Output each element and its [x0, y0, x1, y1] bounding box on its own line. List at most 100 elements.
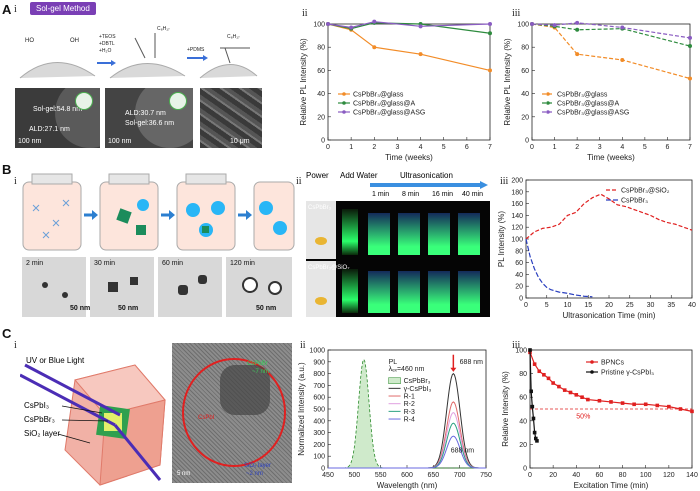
- x-tick-label: 3: [598, 144, 602, 151]
- chem-c8-a: C₈H₁₇: [157, 26, 170, 32]
- x-tick-label: 0: [524, 302, 528, 309]
- legend-marker: [546, 110, 550, 114]
- c-ii-spectrum-5: [328, 435, 487, 469]
- x-tick-label: 7: [488, 144, 492, 151]
- y-tick-label: 800: [313, 371, 325, 378]
- y-tick-label: 0: [519, 296, 523, 303]
- c-iii-bpncs-point: [562, 388, 567, 392]
- tem-image-a1: Sol-gel:54.8 nm ALD:27.1 nm 100 nm: [15, 88, 100, 148]
- c-iii-bpncs-point: [597, 398, 602, 403]
- b-iii-bare-line: [525, 238, 593, 298]
- panel-label-b: B: [2, 162, 12, 177]
- c-iii-bpncs-point: [690, 409, 694, 414]
- tem-b1-scale: 50 nm: [70, 305, 91, 312]
- hrtem-label-4: SiO₂ layer: [244, 463, 272, 469]
- x-tick-label: 40: [688, 302, 696, 309]
- y-tick-label: 0: [321, 466, 325, 473]
- x-tick-label: 700: [454, 472, 466, 479]
- c-iii-pristine-point: [529, 389, 533, 394]
- a-iii-series-0-point: [620, 57, 625, 62]
- x-tick-label: 0: [326, 144, 330, 151]
- c-iii-bpncs-point: [546, 376, 551, 381]
- sub-label-a-i: i: [14, 4, 17, 15]
- jar-schematic: [22, 173, 295, 251]
- c-ii-arrowhead-icon: [450, 367, 457, 372]
- photo-time-row: 1 min 8 min 16 min 40 min: [368, 191, 488, 200]
- tem-a1-line2: ALD:27.1 nm: [29, 126, 70, 133]
- x-tick-label: 10: [564, 302, 572, 309]
- tem-b1: 2 min: [22, 257, 86, 317]
- x-tick-label: 100: [640, 472, 652, 479]
- hrtem-label-1: CsPbBr: [247, 361, 268, 367]
- b-iii-sio2-line: [525, 193, 693, 240]
- a-ii-series-2-point: [349, 25, 354, 30]
- c-iii-bpncs-point: [667, 404, 671, 409]
- y-axis-label: Relative PL Intensity (%): [503, 38, 512, 126]
- y-tick-label: 160: [511, 201, 523, 208]
- y-tick-label: 900: [313, 359, 325, 366]
- legend-marker: [590, 360, 594, 364]
- a-iii-series-2-point: [620, 25, 625, 30]
- legend-label: R-3: [404, 409, 415, 416]
- a-iii-series-2-point: [688, 35, 692, 40]
- x-tick-label: 1: [553, 144, 557, 151]
- x-tick-label: 35: [667, 302, 675, 309]
- y-tick-label: 60: [515, 260, 523, 267]
- chem-c8-b: C₈H₁₇: [227, 34, 240, 40]
- x-tick-label: 5: [643, 144, 647, 151]
- inset-circle-icon: [75, 92, 93, 110]
- y-tick-label: 200: [313, 442, 325, 449]
- c-iii-bpncs-point: [537, 369, 542, 374]
- x-tick-label: 750: [480, 472, 492, 479]
- a-iii-series-2-point: [552, 23, 557, 28]
- x-tick-label: 140: [686, 472, 698, 479]
- legend-label: CsPbBr₃@SiO₂: [621, 188, 670, 195]
- tem-b4-time: 120 min: [230, 260, 255, 267]
- tem-b4: 120 min 50 nm: [226, 257, 292, 317]
- c-iii-bpncs-point: [678, 407, 683, 411]
- x-axis-label: Time (weeks): [587, 153, 635, 162]
- x-tick-label: 15: [584, 302, 592, 309]
- y-axis-label: Normalized Intensity (a.u.): [297, 362, 306, 456]
- c-iii-bpncs-point: [655, 403, 660, 408]
- y-tick-label: 100: [313, 22, 325, 29]
- a-iii-series-2-point: [575, 20, 580, 25]
- x-tick-label: 550: [375, 472, 387, 479]
- plot-frame: [525, 179, 693, 299]
- legend-swatch: [388, 377, 401, 384]
- method-badge: Sol-gel Method: [30, 2, 96, 15]
- jar-2: [99, 173, 159, 251]
- y-tick-label: 40: [515, 272, 523, 279]
- x-tick-label: 120: [663, 472, 675, 479]
- legend-label: R-1: [404, 394, 415, 401]
- legend-label: CsPbBr₃@glass@ASG: [557, 110, 629, 117]
- chart-a-ii: 0 1 2 3 4 5 6 7 0 20 40 60 80 100 Time (weeks) Relative…: [299, 19, 492, 162]
- x-axis-label: Wavelength (nm): [377, 481, 438, 490]
- reagent-dbtl: +DBTL: [99, 41, 115, 47]
- photo-header-ultra: Ultrasonication: [400, 171, 453, 180]
- a-iii-series-0-point: [575, 52, 580, 57]
- sem-image-a3: 10 μm: [200, 88, 262, 148]
- y-tick-label: 1000: [309, 348, 325, 355]
- sub-label-c-iii: iii: [512, 340, 521, 351]
- schematic-cspbi3-label: CsPbI₃: [24, 401, 50, 410]
- y-tick-label: 0: [523, 466, 527, 473]
- tem-a2-scale: 100 nm: [108, 138, 132, 145]
- legend-label: CsPbBr₃@glass@A: [353, 101, 416, 108]
- a-ii-series-2-point: [488, 22, 492, 26]
- tem-b4-scale: 50 nm: [256, 305, 277, 312]
- y-tick-label: 80: [317, 45, 325, 52]
- reagent-teos: +TEOS: [99, 34, 116, 40]
- schematic-sio2-label: SiO₂ layer: [24, 429, 61, 438]
- c-iii-half-label: 50%: [576, 413, 590, 420]
- hrtem-label-2: ~7 nm: [252, 369, 269, 375]
- c-iii-bpncs-point: [532, 362, 537, 366]
- legend-label: Pristine γ-CsPbI₃: [601, 370, 654, 377]
- x-tick-label: 2: [372, 144, 376, 151]
- a-iii-series-0-line: [531, 23, 691, 80]
- photo-time-3: 16 min: [432, 191, 454, 198]
- chart-c-iii: 0 20 40 60 80 100 120 140 0 20 40 60 80 100 Excitation…: [501, 348, 698, 491]
- a-ii-series-2-point: [372, 19, 377, 24]
- jar-4: [253, 181, 295, 251]
- jar-1: [22, 173, 82, 251]
